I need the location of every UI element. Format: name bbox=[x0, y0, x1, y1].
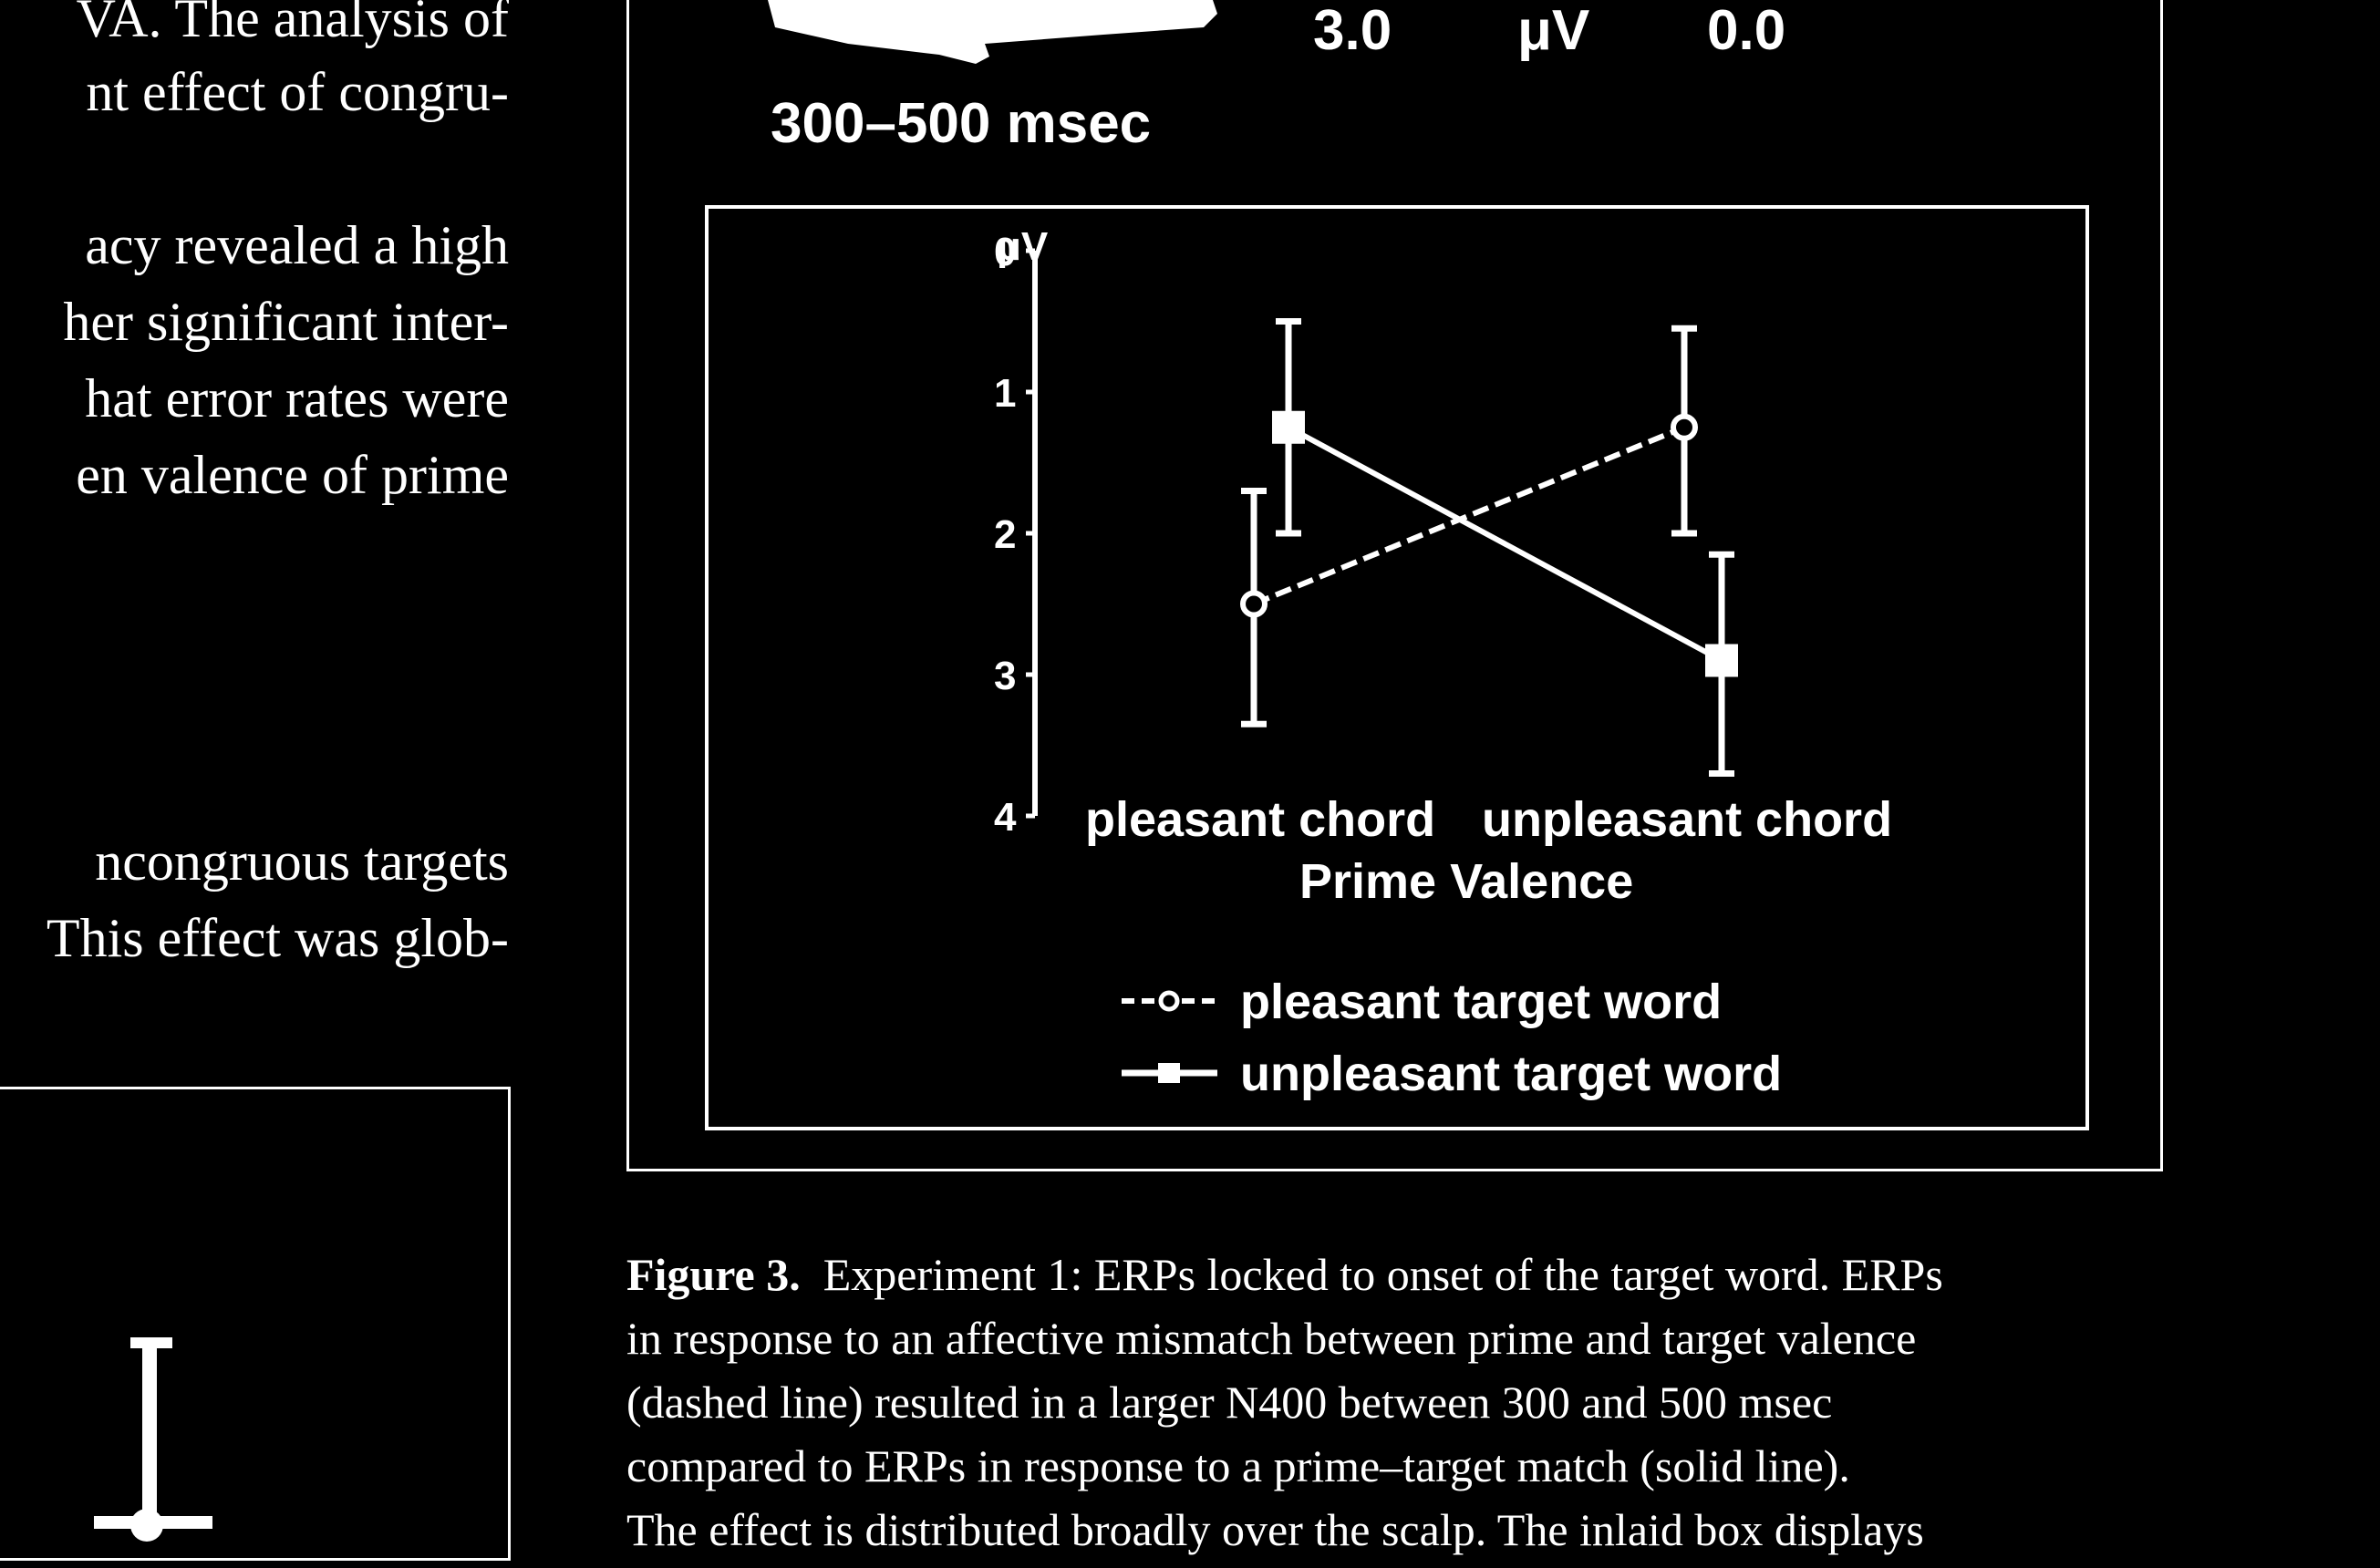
legend-square-marker bbox=[1158, 1063, 1180, 1083]
body-text-line: nt effect of congru- bbox=[86, 62, 509, 122]
y-tick-label: 4 bbox=[994, 795, 1017, 840]
legend-circle-marker bbox=[1158, 990, 1180, 1012]
data-point-unpleasant-target bbox=[1705, 644, 1738, 677]
scale-value-right: 0.0 bbox=[1707, 0, 1786, 62]
data-point-pleasant-target bbox=[1240, 590, 1268, 618]
inlaid-chart-box bbox=[705, 205, 2089, 1130]
y-tick-label: 1 bbox=[994, 371, 1016, 416]
x-tick-label-pleasant: pleasant chord bbox=[1085, 792, 1435, 847]
figure-caption-line-1: Figure 3. Experiment 1: ERPs locked to o… bbox=[626, 1243, 1943, 1306]
y-tick-label: 3 bbox=[994, 654, 1016, 698]
figure-caption-line-2: in response to an affective mismatch bet… bbox=[626, 1313, 1917, 1364]
x-axis-title: Prime Valence bbox=[1299, 854, 1633, 909]
figure-frame bbox=[626, 0, 2163, 1171]
data-point-unpleasant-target bbox=[1272, 410, 1305, 444]
body-text-line: ncongruous targets bbox=[95, 831, 509, 892]
series-line-pleasant-target bbox=[1252, 424, 1686, 607]
body-text-line: hat error rates were bbox=[85, 368, 509, 428]
series-line-unpleasant-target bbox=[1287, 425, 1723, 664]
scale-value-left: 3.0 bbox=[1313, 0, 1392, 62]
legend-label-pleasant: pleasant target word bbox=[1240, 975, 1722, 1029]
scalp-map-shape bbox=[768, 0, 1217, 64]
body-text-line: acy revealed a high bbox=[85, 215, 509, 275]
figure-caption-line-4: compared to ERPs in response to a prime–… bbox=[626, 1440, 1850, 1491]
scale-unit: μV bbox=[1517, 0, 1590, 62]
y-unit-label: μV bbox=[997, 224, 1049, 269]
figure-caption-line-3: (dashed line) resulted in a larger N400 … bbox=[626, 1377, 1833, 1428]
y-tick-label: 0 bbox=[994, 230, 1016, 274]
data-point-pleasant-target bbox=[1671, 413, 1698, 441]
body-text-line: This effect was glob- bbox=[46, 908, 509, 968]
y-tick-label: 2 bbox=[994, 512, 1016, 557]
figure-caption-text: Experiment 1: ERPs locked to onset of th… bbox=[823, 1249, 1943, 1300]
body-text-line: VA. The analysis of bbox=[76, 0, 509, 48]
legend: pleasant target word unpleasant target w… bbox=[1122, 975, 1782, 1101]
figure-caption-line-5: The effect is distributed broadly over t… bbox=[626, 1504, 1924, 1555]
erp-line-chart: μV 0 1 2 3 4 pleasant chord unpleasant chord… bbox=[994, 224, 1892, 1101]
legend-label-unpleasant: unpleasant target word bbox=[1240, 1047, 1782, 1101]
body-text-line: her significant inter- bbox=[63, 292, 509, 352]
body-text-line: en valence of prime bbox=[76, 445, 509, 505]
time-window-label: 300–500 msec bbox=[771, 92, 1152, 155]
x-tick-label-unpleasant: unpleasant chord bbox=[1482, 792, 1892, 847]
figure-caption-label: Figure 3. bbox=[626, 1249, 801, 1300]
